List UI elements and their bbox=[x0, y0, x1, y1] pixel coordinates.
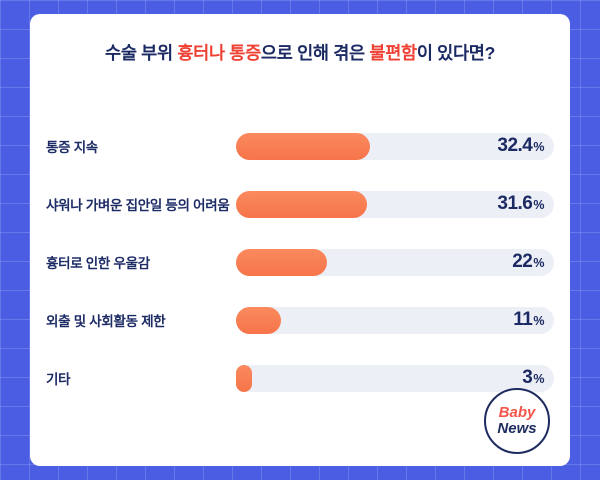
bar-fill bbox=[236, 132, 370, 160]
bar-chart: 통증 지속 32.4% 샤워나 가벼운 집안일 등의 어려움 31.6% 흉터로… bbox=[46, 117, 554, 407]
bar-track: 22% bbox=[236, 248, 554, 276]
bar-fill bbox=[236, 306, 282, 334]
bar-value: 11% bbox=[513, 309, 544, 330]
chart-card: 수술 부위 흉터나 통증으로 인해 겪은 불편함이 있다면? 통증 지속 32.… bbox=[30, 14, 570, 466]
percent-sign: % bbox=[533, 256, 544, 270]
percent-sign: % bbox=[533, 198, 544, 212]
bar-row: 샤워나 가벼운 집안일 등의 어려움 31.6% bbox=[46, 175, 554, 233]
bar-label: 외출 및 사회활동 제한 bbox=[46, 314, 166, 329]
bar-row: 기타 3% bbox=[46, 349, 554, 407]
logo-text-bottom: News bbox=[497, 420, 537, 437]
percent-sign: % bbox=[533, 140, 544, 154]
bar-value: 3% bbox=[522, 367, 544, 388]
chart-title: 수술 부위 흉터나 통증으로 인해 겪은 불편함이 있다면? bbox=[30, 40, 570, 65]
bar-track: 31.6% bbox=[236, 190, 554, 218]
title-segment: 수술 부위 bbox=[105, 43, 178, 63]
babynews-logo: Baby News bbox=[484, 388, 550, 454]
title-segment: 으로 인해 겪은 bbox=[260, 43, 370, 63]
percent-sign: % bbox=[533, 314, 544, 328]
bar-value: 31.6% bbox=[497, 193, 544, 214]
bar-label: 흉터로 인한 우울감 bbox=[46, 256, 150, 271]
bar-label: 기타 bbox=[46, 372, 71, 387]
bar-track: 11% bbox=[236, 306, 554, 334]
bar-value: 32.4% bbox=[497, 135, 544, 156]
bar-label: 통증 지속 bbox=[46, 140, 98, 155]
title-segment-highlight: 흉터나 통증 bbox=[177, 43, 261, 63]
title-segment-highlight: 불편함 bbox=[369, 43, 417, 63]
logo-text-top: Baby bbox=[498, 403, 536, 421]
title-segment: 이 있다면? bbox=[416, 43, 495, 63]
bar-row: 흉터로 인한 우울감 22% bbox=[46, 233, 554, 291]
bar-fill bbox=[236, 364, 252, 392]
bar-track: 3% bbox=[236, 364, 554, 392]
bar-fill bbox=[236, 190, 367, 218]
bar-label: 샤워나 가벼운 집안일 등의 어려움 bbox=[46, 198, 230, 213]
percent-sign: % bbox=[533, 372, 544, 386]
bar-value: 22% bbox=[512, 251, 544, 272]
bar-track: 32.4% bbox=[236, 132, 554, 160]
bar-row: 통증 지속 32.4% bbox=[46, 117, 554, 175]
bar-row: 외출 및 사회활동 제한 11% bbox=[46, 291, 554, 349]
bar-fill bbox=[236, 248, 327, 276]
